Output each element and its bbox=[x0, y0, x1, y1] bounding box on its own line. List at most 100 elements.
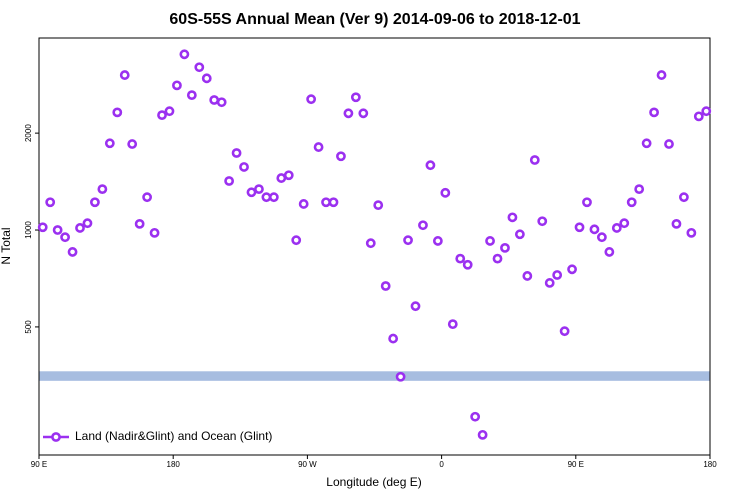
point bbox=[179, 49, 190, 60]
point bbox=[186, 90, 197, 101]
point bbox=[425, 160, 436, 171]
plot-frame bbox=[38, 37, 711, 456]
point bbox=[611, 223, 622, 233]
point bbox=[321, 197, 331, 208]
point bbox=[649, 107, 659, 118]
point bbox=[693, 111, 704, 122]
point bbox=[52, 225, 63, 235]
point bbox=[656, 70, 667, 80]
point bbox=[596, 232, 607, 243]
point bbox=[97, 184, 108, 195]
point bbox=[492, 253, 503, 264]
point bbox=[388, 333, 399, 344]
point bbox=[365, 238, 376, 249]
point bbox=[574, 222, 585, 233]
point bbox=[507, 212, 518, 223]
point bbox=[298, 199, 309, 209]
x-axis-label: Longitude (deg E) bbox=[326, 475, 421, 489]
point bbox=[104, 138, 115, 149]
x-tick-label: 90 E bbox=[31, 460, 47, 469]
point bbox=[701, 106, 712, 117]
point bbox=[358, 108, 369, 119]
point bbox=[261, 192, 272, 203]
point bbox=[313, 142, 324, 152]
point bbox=[157, 110, 167, 121]
point bbox=[142, 192, 153, 203]
point bbox=[455, 253, 466, 264]
x-tick-label: 180 bbox=[703, 460, 717, 469]
point bbox=[343, 108, 354, 119]
point bbox=[194, 62, 205, 73]
point bbox=[559, 326, 570, 337]
y-tick-label: 500 bbox=[24, 320, 33, 334]
point bbox=[522, 271, 533, 281]
point bbox=[276, 173, 287, 183]
point bbox=[410, 301, 421, 312]
point bbox=[552, 270, 563, 280]
x-tick-label: 90 W bbox=[298, 460, 317, 469]
chart-title: 60S-55S Annual Mean (Ver 9) 2014-09-06 t… bbox=[169, 11, 580, 28]
point bbox=[75, 223, 85, 233]
point bbox=[134, 218, 145, 229]
point bbox=[164, 106, 175, 117]
point bbox=[268, 192, 279, 203]
point bbox=[477, 429, 488, 440]
x-tick-label: 90 E bbox=[568, 460, 584, 469]
point bbox=[514, 229, 525, 240]
point bbox=[350, 92, 361, 103]
point bbox=[529, 155, 540, 165]
point bbox=[336, 151, 346, 162]
y-tick-label: 2000 bbox=[24, 124, 33, 142]
point bbox=[201, 73, 212, 84]
point bbox=[90, 197, 100, 208]
x-tick-label: 180 bbox=[167, 460, 181, 469]
point bbox=[224, 176, 235, 186]
point bbox=[373, 200, 384, 211]
point bbox=[149, 227, 160, 238]
y-tick-label: 1000 bbox=[24, 221, 33, 239]
point bbox=[679, 192, 689, 203]
point bbox=[37, 222, 48, 233]
point bbox=[664, 139, 674, 149]
point bbox=[447, 319, 458, 330]
point bbox=[567, 264, 577, 275]
point bbox=[283, 170, 294, 181]
point bbox=[440, 187, 451, 198]
point bbox=[246, 187, 257, 198]
point bbox=[231, 148, 242, 158]
point bbox=[291, 235, 302, 246]
point bbox=[432, 236, 443, 246]
band bbox=[39, 371, 710, 381]
point bbox=[671, 218, 682, 229]
point bbox=[112, 107, 123, 118]
point bbox=[239, 162, 249, 172]
point bbox=[537, 216, 548, 227]
point bbox=[641, 138, 652, 149]
point bbox=[589, 224, 600, 235]
point bbox=[328, 197, 339, 208]
point bbox=[209, 95, 220, 105]
point bbox=[172, 80, 182, 91]
point bbox=[67, 247, 78, 257]
point bbox=[619, 218, 630, 229]
point bbox=[470, 411, 481, 422]
point bbox=[500, 242, 510, 253]
point bbox=[82, 218, 93, 229]
point bbox=[127, 139, 138, 149]
legend-label: Land (Nadir&Glint) and Ocean (Glint) bbox=[75, 429, 272, 443]
point bbox=[582, 197, 592, 208]
point bbox=[60, 232, 70, 243]
point bbox=[686, 227, 697, 238]
point bbox=[380, 281, 391, 291]
point bbox=[45, 197, 56, 208]
point bbox=[395, 371, 406, 382]
x-tick-label: 0 bbox=[439, 460, 444, 469]
point bbox=[634, 184, 645, 195]
point bbox=[119, 70, 130, 80]
legend-marker bbox=[51, 432, 61, 442]
point bbox=[216, 97, 227, 108]
point bbox=[485, 236, 495, 246]
point bbox=[306, 94, 317, 105]
